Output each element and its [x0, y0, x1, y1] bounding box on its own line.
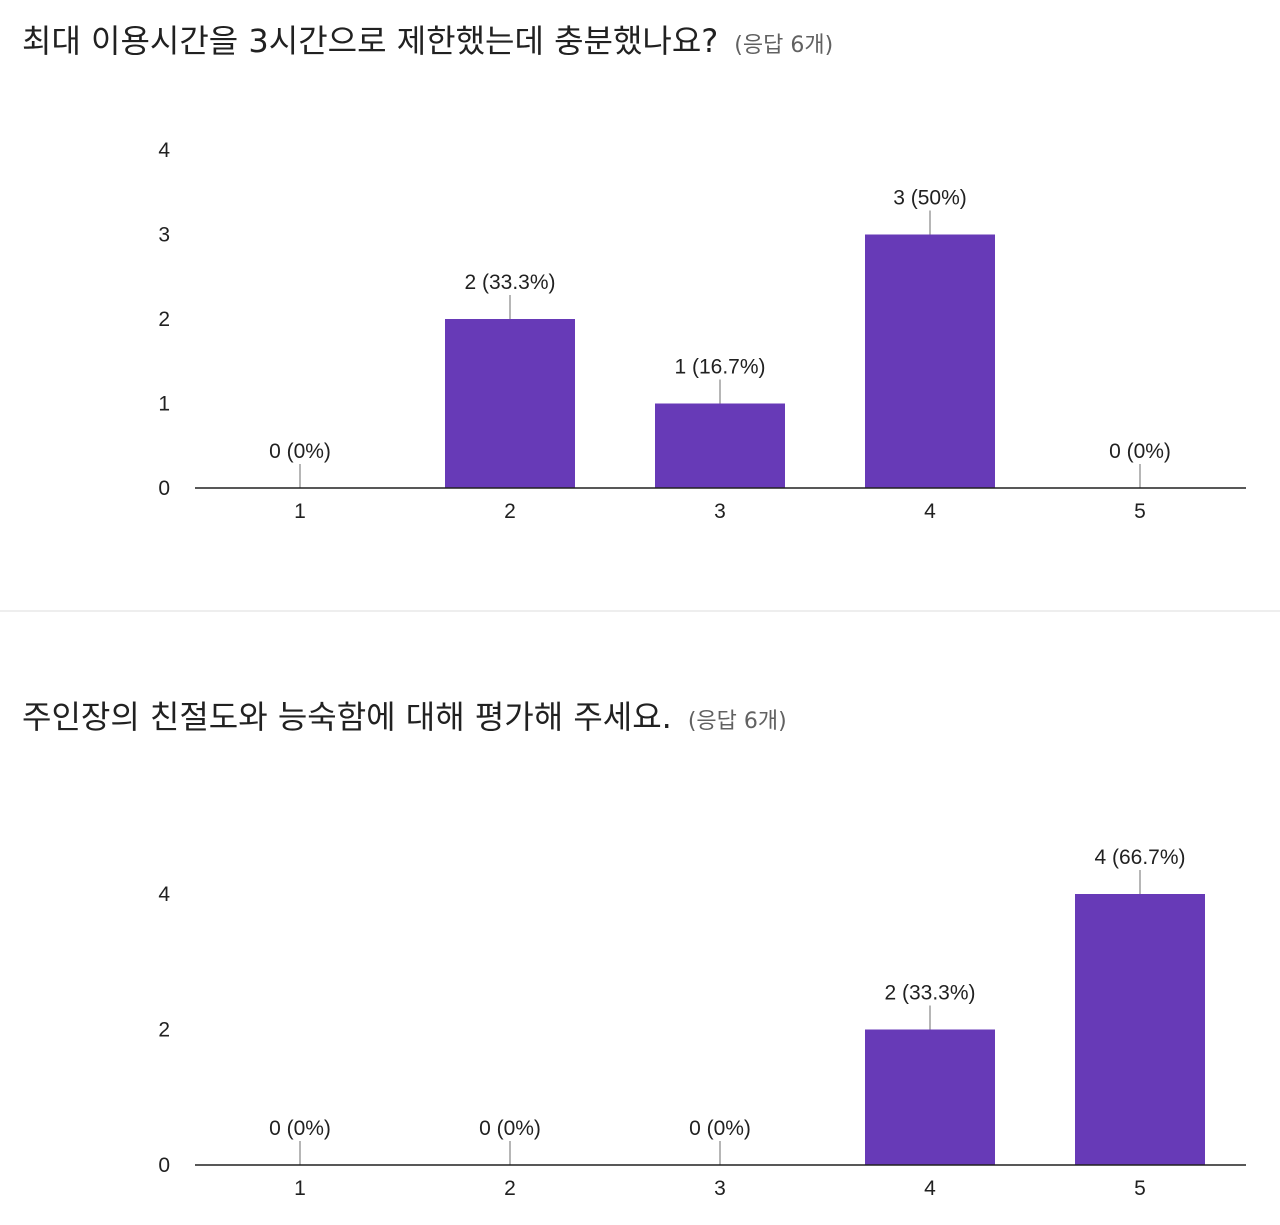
chart-2-x-tick-label: 5	[1134, 1177, 1146, 1200]
chart-2-data-label: 4 (66.7%)	[1094, 846, 1185, 869]
chart-1-data-label: 2 (33.3%)	[464, 271, 555, 294]
chart-1-bar-2	[445, 319, 575, 488]
chart-1-x-tick-label: 2	[504, 500, 516, 523]
chart-2-y-tick-label: 0	[158, 1154, 170, 1177]
chart-1-x-tick-label: 5	[1134, 500, 1146, 523]
chart-1-y-tick-label: 4	[158, 139, 170, 162]
chart-2-data-label: 2 (33.3%)	[884, 982, 975, 1005]
question-1-header: 최대 이용시간을 3시간으로 제한했는데 충분했나요? (응답 6개)	[22, 16, 833, 62]
question-1-response-count: (응답 6개)	[734, 33, 834, 58]
chart-2-data-label: 0 (0%)	[689, 1117, 751, 1140]
chart-1-x-tick-label: 4	[924, 500, 936, 523]
chart-1-x-tick-label: 3	[714, 500, 726, 523]
chart-2-data-label: 0 (0%)	[269, 1117, 331, 1140]
chart-1-x-tick-label: 1	[294, 500, 306, 523]
chart-1-data-label: 0 (0%)	[269, 440, 331, 463]
chart-2-bar-5	[1075, 894, 1205, 1165]
chart-2-bar-4	[865, 1029, 995, 1165]
chart-1-y-tick-label: 3	[158, 224, 170, 247]
chart-1-bar-4	[865, 234, 995, 488]
question-1-bar-chart: 0 1 2 3 4 0 (0%) 1 2 (33.3%) 2 1 (16.7%) 3 3 (50%) 4…	[158, 139, 1246, 523]
chart-2-x-tick-label: 4	[924, 1177, 936, 1200]
chart-1-data-label: 3 (50%)	[893, 187, 967, 210]
question-2-bar-chart: 0 2 4 0 (0%) 1 0 (0%) 2 0 (0%) 3 2 (33.3%) 4 4 (66.…	[158, 846, 1246, 1200]
question-1-title: 최대 이용시간을 3시간으로 제한했는데 충분했나요?	[22, 22, 719, 60]
chart-2-y-tick-label: 2	[158, 1019, 170, 1042]
section-divider	[0, 610, 1280, 612]
chart-1-data-label: 1 (16.7%)	[674, 356, 765, 379]
chart-2-x-tick-label: 3	[714, 1177, 726, 1200]
question-2-response-count: (응답 6개)	[687, 709, 787, 734]
chart-2-data-label: 0 (0%)	[479, 1117, 541, 1140]
chart-2-x-tick-label: 1	[294, 1177, 306, 1200]
chart-1-y-tick-label: 2	[158, 308, 170, 331]
chart-1-data-label: 0 (0%)	[1109, 440, 1171, 463]
chart-1-y-tick-label: 0	[158, 477, 170, 500]
question-2-header: 주인장의 친절도와 능숙함에 대해 평가해 주세요. (응답 6개)	[22, 692, 787, 738]
chart-2-y-tick-label: 4	[158, 883, 170, 906]
chart-1-bar-3	[655, 403, 785, 488]
chart-2-x-tick-label: 2	[504, 1177, 516, 1200]
question-2-title: 주인장의 친절도와 능숙함에 대해 평가해 주세요.	[22, 698, 672, 736]
chart-1-y-tick-label: 1	[158, 393, 170, 416]
